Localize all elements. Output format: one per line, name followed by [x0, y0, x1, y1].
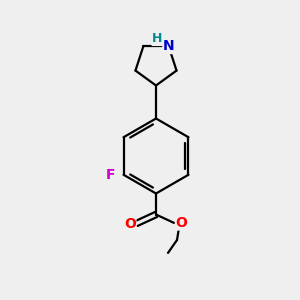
Text: O: O — [124, 217, 136, 230]
Text: N: N — [163, 39, 175, 53]
Text: F: F — [106, 168, 116, 182]
Text: O: O — [176, 216, 188, 230]
Text: H: H — [152, 32, 163, 45]
